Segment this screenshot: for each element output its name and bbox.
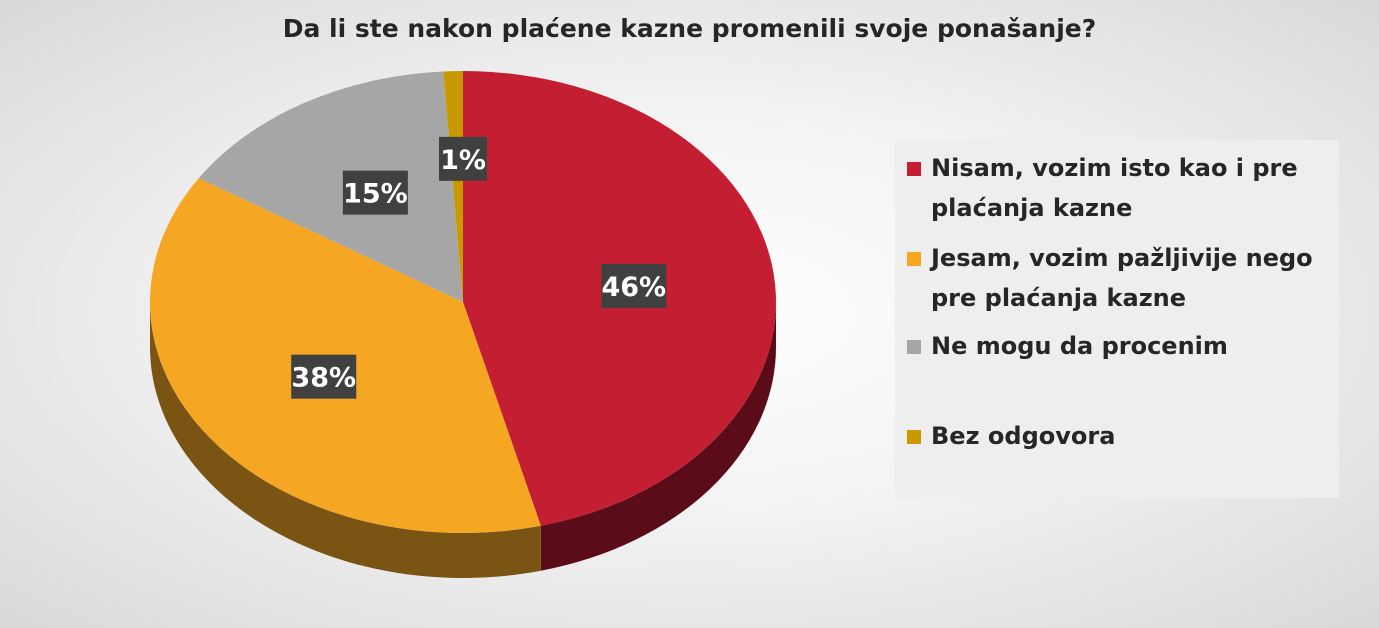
pie-slice [443,71,463,302]
pie-data-label-box [342,170,408,215]
pie-data-label: 38% [291,354,357,399]
chart-legend: Nisam, vozim isto kao i pre plaćanja kaz… [895,140,1339,498]
legend-label: Bez odgovora [931,422,1116,450]
pie-data-label: 15% [342,170,408,215]
pie-data-label: 1% [439,136,487,181]
pie-data-label-box [601,264,667,309]
pie-data-label-box [291,354,357,399]
legend-label: Jesam, vozim pažljivije nego pre plaćanj… [931,244,1313,312]
legend-item-bez-odgovora: Bez odgovora [907,416,1332,456]
pie-data-label-text: 46% [601,272,666,303]
pie-depth [150,302,776,578]
pie-data-label-text: 38% [291,363,356,394]
legend-swatch [907,430,921,444]
pie-data-label-box [439,136,487,181]
pie-slice-side [150,302,541,578]
legend-swatch [907,162,921,176]
legend-item-jesam: Jesam, vozim pažljivije nego pre plaćanj… [907,238,1332,318]
legend-label: Nisam, vozim isto kao i pre plaćanja kaz… [931,154,1298,222]
pie-slice-side [540,302,776,571]
pie-data-label-text: 1% [440,145,486,176]
pie-slice [198,71,464,302]
pie-data-labels: 46% 38% 15% 1% [291,136,667,399]
legend-swatch [907,252,921,266]
pie-data-label-text: 15% [343,179,408,210]
legend-item-ne-mogu: Ne mogu da procenim [907,326,1332,366]
legend-swatch [907,340,921,354]
chart-title: Da li ste nakon plaćene kazne promenili … [282,14,1097,43]
legend-item-nisam: Nisam, vozim isto kao i pre plaćanja kaz… [907,148,1332,228]
pie-data-label: 46% [601,264,667,309]
legend-label: Ne mogu da procenim [931,332,1228,360]
